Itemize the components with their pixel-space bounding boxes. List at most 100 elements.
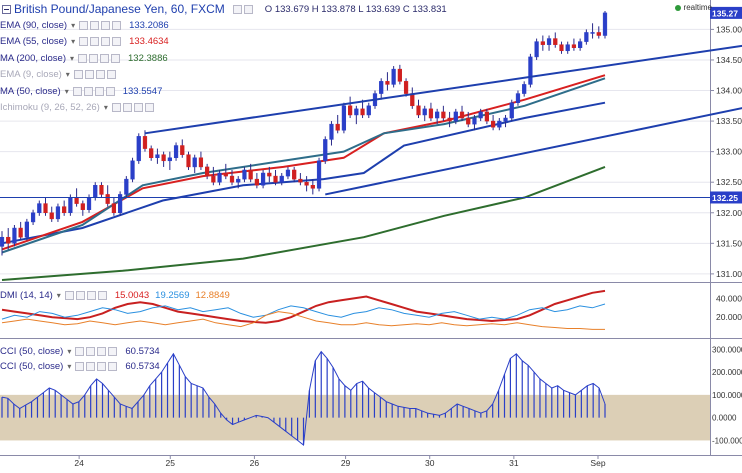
source-icon[interactable]: [86, 346, 96, 356]
candle-body: [205, 166, 210, 177]
candle-body: [522, 84, 527, 94]
indicator-controls[interactable]: [73, 70, 116, 79]
dropdown-icon[interactable]: ▾: [71, 37, 76, 46]
dropdown-icon[interactable]: ▾: [70, 53, 75, 63]
indicator-row[interactable]: MA (50, close) ▾ 133.5547: [0, 84, 162, 98]
hide-icon[interactable]: [243, 4, 253, 14]
indicator-controls[interactable]: [78, 53, 121, 63]
candle-body: [571, 44, 577, 48]
hide-icon[interactable]: [101, 20, 111, 30]
indicator-value: 133.4634: [129, 36, 169, 47]
indicator-row[interactable]: CCI (50, close) ▾ 60.5734: [0, 344, 160, 358]
candle-body: [105, 194, 110, 204]
close-icon[interactable]: [111, 53, 121, 63]
indicator-controls[interactable]: [75, 361, 118, 371]
indicator-name: CCI (50, close): [0, 345, 64, 357]
hide-icon[interactable]: [133, 103, 143, 112]
header-controls[interactable]: [232, 4, 253, 14]
settings-icon[interactable]: [72, 86, 82, 96]
indicator-row[interactable]: EMA (55, close) ▾ 133.4634: [0, 35, 169, 49]
time-tick-label: 30: [425, 458, 435, 468]
close-icon[interactable]: [106, 70, 116, 79]
candle-body: [466, 117, 471, 125]
indicator-row[interactable]: DMI (14, 14) ▾ 15.0043 19.2569 12.8849: [0, 288, 234, 302]
dropdown-icon[interactable]: ▾: [103, 103, 108, 112]
indicator-name: Ichimoku (9, 26, 52, 26): [0, 102, 100, 113]
indicator-row[interactable]: EMA (90, close) ▾ 133.2086: [0, 18, 169, 32]
dropdown-icon[interactable]: ▾: [64, 86, 69, 96]
candle-body: [155, 154, 160, 159]
indicator-controls[interactable]: [64, 290, 107, 300]
dropdown-icon[interactable]: ▾: [67, 361, 72, 371]
source-icon[interactable]: [122, 103, 132, 112]
settings-icon[interactable]: [73, 70, 83, 79]
close-icon[interactable]: [97, 290, 107, 300]
candle-body: [472, 117, 477, 125]
close-icon[interactable]: [112, 20, 122, 30]
symbol-title[interactable]: British Pound/Japanese Yen, 60, FXCM: [14, 2, 225, 16]
indicator-controls[interactable]: [79, 37, 122, 46]
candle-body: [323, 139, 328, 162]
close-icon[interactable]: [144, 103, 154, 112]
source-icon[interactable]: [90, 37, 100, 46]
indicator-row[interactable]: EMA (9, close) ▾: [0, 68, 122, 82]
collapse-icon[interactable]: [2, 4, 11, 14]
settings-icon[interactable]: [79, 37, 89, 46]
indicator-controls[interactable]: [111, 103, 154, 112]
source-icon[interactable]: [86, 361, 96, 371]
hide-icon[interactable]: [97, 361, 107, 371]
indicator-row[interactable]: Ichimoku (9, 26, 52, 26) ▾: [0, 101, 160, 115]
hide-icon[interactable]: [100, 53, 110, 63]
indicator-controls[interactable]: [79, 20, 122, 30]
source-icon[interactable]: [90, 20, 100, 30]
settings-icon[interactable]: [79, 20, 89, 30]
close-icon[interactable]: [112, 37, 122, 46]
hide-icon[interactable]: [94, 86, 104, 96]
candle-body: [80, 203, 85, 210]
hide-icon[interactable]: [97, 346, 107, 356]
candle-body: [43, 203, 48, 214]
dmi-line-red: [1, 289, 606, 324]
indicator-controls[interactable]: [75, 346, 118, 356]
settings-icon[interactable]: [78, 53, 88, 63]
indicator-value: 133.5547: [122, 85, 163, 97]
source-icon[interactable]: [83, 86, 93, 96]
dropdown-icon[interactable]: ▾: [71, 20, 76, 30]
settings-icon[interactable]: [64, 290, 74, 300]
close-icon[interactable]: [108, 361, 118, 371]
candle-body: [260, 172, 266, 186]
close-icon[interactable]: [105, 86, 115, 96]
indicator-row[interactable]: MA (200, close) ▾ 132.3886: [0, 51, 168, 65]
settings-icon[interactable]: [111, 103, 121, 112]
candle-body: [198, 157, 204, 168]
candle-body: [422, 108, 427, 116]
dropdown-icon[interactable]: ▾: [56, 290, 61, 300]
dropdown-icon[interactable]: ▾: [65, 70, 70, 79]
source-icon[interactable]: [84, 70, 94, 79]
hide-icon[interactable]: [86, 290, 96, 300]
source-icon[interactable]: [75, 290, 85, 300]
dropdown-icon[interactable]: ▾: [67, 346, 72, 356]
hide-icon[interactable]: [101, 37, 111, 46]
source-icon[interactable]: [89, 53, 99, 63]
candle-body: [447, 117, 452, 122]
close-icon[interactable]: [108, 346, 118, 356]
candle-body: [86, 197, 92, 210]
candle-body: [453, 111, 458, 122]
candle-body: [68, 197, 73, 214]
candle-body: [18, 227, 23, 238]
settings-icon[interactable]: [75, 346, 85, 356]
indicator-name: CCI (50, close): [0, 360, 64, 372]
settings-icon[interactable]: [75, 361, 85, 371]
indicator-controls[interactable]: [72, 86, 115, 96]
settings-icon[interactable]: [232, 4, 242, 14]
candle-body: [584, 32, 589, 42]
candle-body: [478, 111, 483, 119]
price-tick-label: 131.000: [716, 269, 742, 279]
candle-body: [304, 181, 309, 186]
hide-icon[interactable]: [95, 70, 105, 79]
indicator-row[interactable]: CCI (50, close) ▾ 60.5734: [0, 359, 160, 373]
candle-body: [348, 105, 353, 116]
candle-body: [180, 145, 185, 155]
